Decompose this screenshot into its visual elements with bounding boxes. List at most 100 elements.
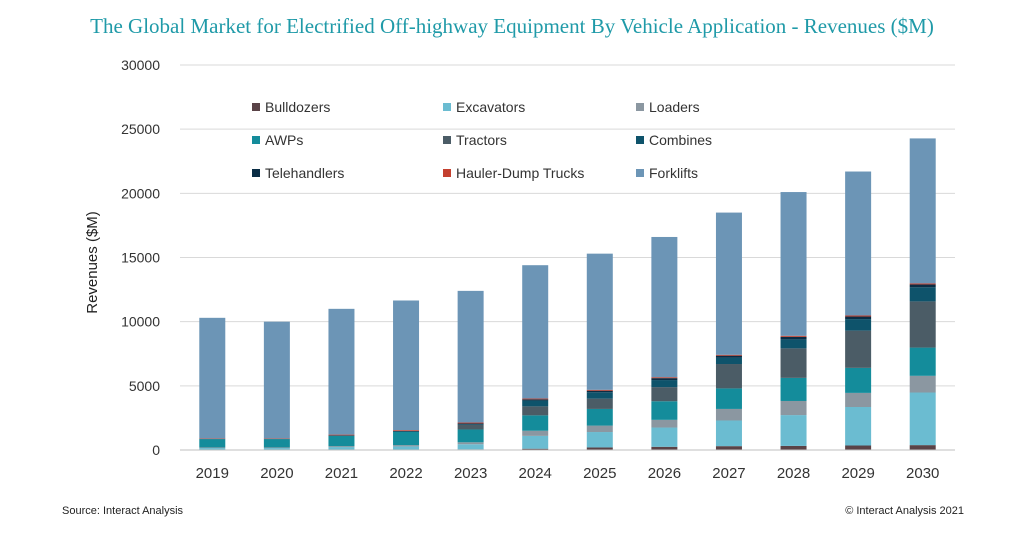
bar-segment (651, 387, 678, 402)
copyright-note: © Interact Analysis 2021 (845, 505, 964, 517)
legend-swatch (252, 136, 260, 144)
legend-swatch (636, 169, 644, 177)
bar-segment (715, 212, 742, 355)
bar-segment (909, 392, 936, 446)
bar-segment (909, 375, 936, 393)
bar-segment (586, 389, 613, 391)
bar-segment (715, 408, 742, 421)
x-tick-label: 2027 (712, 465, 745, 482)
bar-segment (651, 427, 678, 447)
y-axis-label: Revenues ($M) (84, 211, 101, 314)
bar-segment (780, 445, 807, 450)
bar-segment (457, 442, 484, 445)
bar-segment (457, 444, 484, 450)
bar-segment (845, 392, 872, 408)
y-tick-label: 30000 (121, 57, 160, 73)
bar-segment (651, 378, 678, 381)
bar-segment (909, 138, 936, 284)
bar-segment (522, 435, 549, 449)
bar-segment (457, 424, 484, 425)
stacked-bar-chart: 0 5000 10000 15000 20000 25000 30000 Revenues (… (84, 57, 955, 482)
bar-segment (651, 236, 678, 378)
bar-segment (328, 435, 355, 436)
chart-title: The Global Market for Electrified Off-hi… (90, 14, 934, 38)
bar-segment (457, 429, 484, 443)
x-tick-label: 2023 (454, 465, 487, 482)
bar-segment (715, 388, 742, 409)
bar-segment (199, 439, 226, 448)
bar-segment (393, 445, 420, 447)
bar-segment (328, 447, 355, 450)
x-tick-label: 2026 (648, 465, 681, 482)
bar-segment (845, 171, 872, 316)
bar-segment (328, 446, 355, 448)
bar-segment (199, 447, 226, 449)
bar-segment (845, 407, 872, 446)
bar-segment (457, 424, 484, 430)
bar-segment (263, 439, 290, 448)
bar-segment (651, 446, 678, 450)
legend-swatch (252, 103, 260, 111)
bar-segment (586, 432, 613, 448)
bar-segment (393, 430, 420, 431)
bar-segment (393, 431, 420, 446)
bar-segment (263, 321, 290, 439)
bar-segment (586, 253, 613, 390)
y-tick-label: 25000 (121, 121, 160, 137)
bar-segment (522, 265, 549, 399)
bar-segment (586, 390, 613, 393)
x-tick-label: 2025 (583, 465, 616, 482)
bar-segment (715, 354, 742, 356)
bar-segment (909, 283, 936, 285)
bar-segment (909, 347, 936, 376)
bar-segment (328, 435, 355, 447)
bar-segment (199, 317, 226, 439)
bar-segment (263, 448, 290, 450)
bar-segment (393, 300, 420, 431)
bar-segment (780, 335, 807, 337)
bar-segment (586, 408, 613, 426)
x-tick-label: 2030 (906, 465, 939, 482)
x-tick-label: 2019 (196, 465, 229, 482)
bar-segment (457, 290, 484, 423)
bar-segment (715, 446, 742, 450)
legend-swatch (252, 169, 260, 177)
y-tick-label: 15000 (121, 250, 160, 266)
bar-segment (522, 400, 549, 407)
legend-label: Forklifts (649, 165, 698, 181)
x-tick-label: 2020 (260, 465, 293, 482)
bar-segment (845, 367, 872, 393)
bar-segment (263, 447, 290, 449)
bar-segment (522, 406, 549, 416)
bar-segment (780, 192, 807, 336)
y-tick-label: 10000 (121, 314, 160, 330)
y-tick-label: 5000 (129, 378, 160, 394)
bar-segment (780, 339, 807, 349)
bar-segment (909, 301, 936, 348)
x-tick-label: 2028 (777, 465, 810, 482)
bar-segment (845, 319, 872, 331)
bar-segment (715, 364, 742, 389)
x-tick-label: 2029 (841, 465, 874, 482)
bar-segment (522, 415, 549, 431)
bar-segment (845, 316, 872, 320)
bar-segment (393, 430, 420, 432)
x-tick-label: 2021 (325, 465, 358, 482)
bar-segment (780, 377, 807, 401)
bar-segment (780, 400, 807, 416)
legend-swatch (636, 103, 644, 111)
bar-segment (586, 425, 613, 433)
bar-segment (780, 415, 807, 446)
bar-segment (457, 422, 484, 424)
bar-segment (715, 357, 742, 365)
bar-segment (651, 401, 678, 420)
y-tick-label: 20000 (121, 185, 160, 201)
legend-label: Telehandlers (265, 165, 344, 181)
bar-segment (845, 330, 872, 368)
bar-segment (328, 308, 355, 435)
bar-segment (909, 287, 936, 302)
bar-segment (586, 447, 613, 450)
legend-swatch (443, 169, 451, 177)
legend-label: Loaders (649, 99, 700, 115)
bar-segment (715, 420, 742, 447)
